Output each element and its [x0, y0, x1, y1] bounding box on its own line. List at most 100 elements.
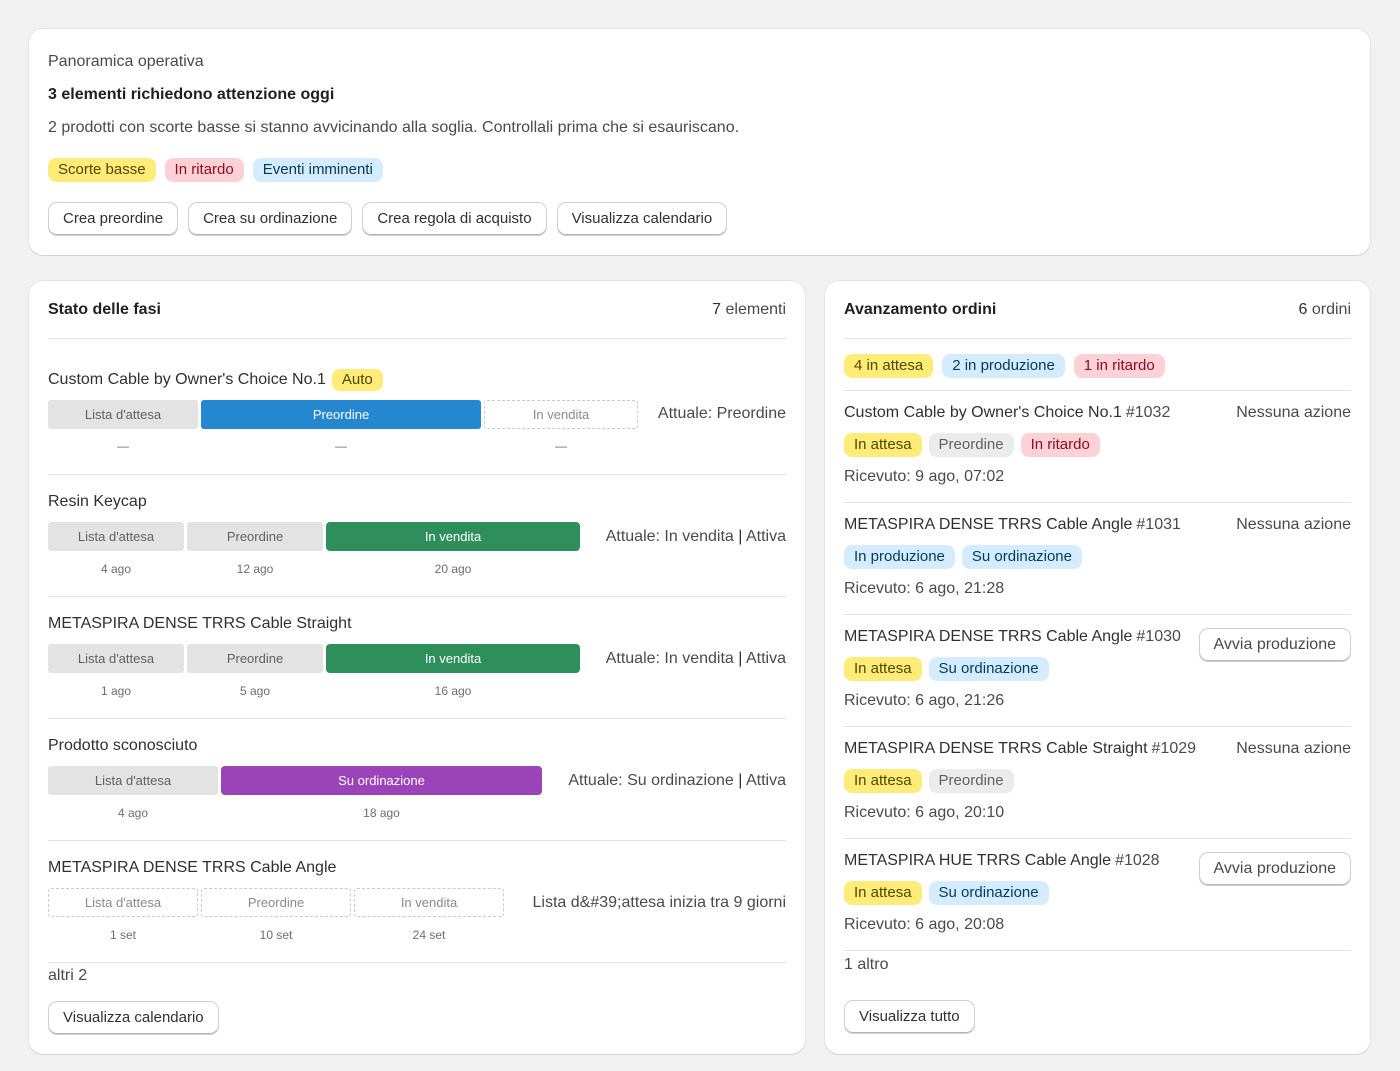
- phase-dates: 1 set 10 set 24 set: [48, 928, 504, 944]
- date-preorder: 10 set: [259, 928, 293, 942]
- order-tags: In attesa Preordine In ritardo: [844, 433, 1100, 457]
- order-title[interactable]: METASPIRA DENSE TRRS Cable Straight #1029: [844, 740, 1196, 758]
- phase-row: Resin Keycap Lista d'attesa Preordine In…: [48, 475, 786, 597]
- phase-dates: 4 ago 18 ago: [48, 806, 542, 822]
- overview-description: 2 prodotti con scorte basse si stanno av…: [48, 119, 740, 136]
- more-phases[interactable]: altri 2: [48, 967, 88, 984]
- order-product-name: METASPIRA DENSE TRRS Cable Straight: [844, 740, 1148, 757]
- status-badge: In attesa: [844, 433, 922, 457]
- type-badge: Preordine: [928, 433, 1014, 457]
- phase-row: Prodotto sconosciuto Lista d'attesa Su o…: [48, 719, 786, 841]
- overview-actions: Crea preordine Crea su ordinazione Crea …: [48, 202, 1351, 236]
- start-production-button[interactable]: Avvia produzione: [1198, 852, 1351, 886]
- phase-current: Attuale: In vendita | Attiva: [605, 650, 786, 667]
- create-preorder-button[interactable]: Crea preordine: [48, 202, 179, 236]
- order-product-name: Custom Cable by Owner's Choice No.1: [844, 404, 1122, 421]
- order-received: Ricevuto: 9 ago, 07:02: [844, 468, 1005, 485]
- late-summary-badge[interactable]: 1 in ritardo: [1073, 354, 1165, 378]
- phase-product-name: METASPIRA DENSE TRRS Cable Angle: [48, 859, 337, 876]
- phase-product-name: Custom Cable by Owner's Choice No.1: [48, 371, 326, 388]
- waiting-summary-badge[interactable]: 4 in attesa: [844, 354, 934, 378]
- late-badge[interactable]: In ritardo: [164, 158, 244, 182]
- segment-waitlist: Lista d'attesa: [48, 400, 198, 429]
- order-received: Ricevuto: 6 ago, 20:08: [844, 916, 1005, 933]
- date-preorder: —: [335, 439, 347, 453]
- order-title[interactable]: METASPIRA DENSE TRRS Cable Angle #1031: [844, 516, 1181, 534]
- phase-current: Lista d&#39;attesa inizia tra 9 giorni: [532, 894, 786, 911]
- phases-header: Stato delle fasi 7 elementi: [48, 281, 786, 339]
- phase-timeline: Lista d'attesa Preordine In vendita: [48, 522, 580, 551]
- orders-title: Avanzamento ordini: [844, 300, 997, 318]
- phase-dates: 1 ago 5 ago 16 ago: [48, 684, 580, 700]
- phase-timeline: Lista d'attesa Preordine In vendita: [48, 400, 638, 429]
- orders-header: Avanzamento ordini 6 ordini: [844, 281, 1351, 339]
- order-received: Ricevuto: 6 ago, 21:28: [844, 580, 1005, 597]
- phase-status: Attiva: [745, 772, 786, 789]
- order-number: #1029: [1151, 740, 1197, 757]
- type-badge: Su ordinazione: [928, 881, 1049, 905]
- order-number: #1030: [1136, 628, 1181, 645]
- more-orders[interactable]: 1 altro: [844, 950, 1351, 1000]
- date-preorder: 12 ago: [236, 562, 274, 576]
- order-number: #1031: [1136, 516, 1181, 533]
- upcoming-events-badge[interactable]: Eventi imminenti: [252, 158, 383, 182]
- date-on-sale: —: [555, 439, 567, 453]
- order-tags: In attesa Su ordinazione: [844, 657, 1049, 681]
- order-row: METASPIRA DENSE TRRS Cable Straight #1029…: [844, 726, 1351, 838]
- order-received: Ricevuto: 6 ago, 20:10: [844, 804, 1005, 821]
- date-preorder: 5 ago: [239, 684, 271, 698]
- start-production-button[interactable]: Avvia produzione: [1198, 628, 1351, 662]
- phase-current: Attuale: In vendita | Attiva: [605, 528, 786, 545]
- order-title[interactable]: METASPIRA HUE TRRS Cable Angle #1028: [844, 852, 1160, 870]
- phase-current: Attuale: Su ordinazione | Attiva: [568, 772, 786, 789]
- order-title[interactable]: METASPIRA DENSE TRRS Cable Angle #1030: [844, 628, 1181, 646]
- segment-on-sale: In vendita: [326, 522, 580, 551]
- phase-product-name: METASPIRA DENSE TRRS Cable Straight: [48, 615, 352, 632]
- segment-preorder: Preordine: [201, 888, 351, 917]
- order-product-name: METASPIRA HUE TRRS Cable Angle: [844, 852, 1112, 869]
- date-waitlist: 4 ago: [117, 806, 149, 820]
- production-summary-badge[interactable]: 2 in produzione: [942, 354, 1065, 378]
- phase-dates: 4 ago 12 ago 20 ago: [48, 562, 580, 578]
- no-action-text: Nessuna azione: [1236, 404, 1351, 421]
- segment-waitlist: Lista d'attesa: [48, 644, 184, 673]
- no-action-text: Nessuna azione: [1236, 516, 1351, 533]
- phase-timeline: Lista d'attesa Preordine In vendita: [48, 888, 504, 917]
- order-tags: In attesa Preordine: [844, 769, 1014, 793]
- type-badge: Su ordinazione: [961, 545, 1082, 569]
- status-badge: In produzione: [844, 545, 955, 569]
- order-number: #1028: [1115, 852, 1160, 869]
- order-number: #1032: [1125, 404, 1171, 421]
- date-waitlist: 4 ago: [100, 562, 132, 576]
- date-on-sale: 20 ago: [434, 562, 472, 576]
- phase-current: Attuale: Preordine: [657, 405, 786, 422]
- create-purchase-rule-button[interactable]: Crea regola di acquisto: [362, 202, 547, 236]
- low-stock-badge[interactable]: Scorte basse: [48, 158, 156, 182]
- view-calendar-button[interactable]: Visualizza calendario: [48, 1001, 219, 1035]
- order-product-name: METASPIRA DENSE TRRS Cable Angle: [844, 516, 1133, 533]
- view-all-button[interactable]: Visualizza tutto: [844, 1000, 975, 1034]
- date-waitlist: 1 ago: [100, 684, 132, 698]
- overview-headline: 3 elementi richiedono attenzione oggi: [48, 86, 335, 103]
- order-title[interactable]: Custom Cable by Owner's Choice No.1 #1032: [844, 404, 1170, 422]
- date-waitlist: —: [117, 439, 129, 453]
- orders-card: Avanzamento ordini 6 ordini 4 in attesa …: [825, 281, 1370, 1054]
- segment-preorder: Preordine: [201, 400, 481, 429]
- phases-title: Stato delle fasi: [48, 300, 161, 318]
- order-row: METASPIRA DENSE TRRS Cable Angle #1031 Ne…: [844, 502, 1351, 614]
- order-row: METASPIRA HUE TRRS Cable Angle #1028 Avvi…: [844, 838, 1351, 950]
- phases-count: 7 elementi: [712, 300, 786, 318]
- view-calendar-button[interactable]: Visualizza calendario: [556, 202, 728, 236]
- no-action-text: Nessuna azione: [1236, 740, 1351, 757]
- segment-preorder: Preordine: [187, 522, 323, 551]
- segment-waitlist: Lista d'attesa: [48, 766, 218, 795]
- type-badge: Preordine: [928, 769, 1014, 793]
- order-tags: In attesa Su ordinazione: [844, 881, 1049, 905]
- date-on-sale: 24 set: [412, 928, 446, 942]
- late-badge: In ritardo: [1020, 433, 1100, 457]
- status-badge: In attesa: [844, 881, 922, 905]
- orders-summary: 4 in attesa 2 in produzione 1 in ritardo: [844, 354, 1351, 390]
- phase-dates: — — —: [48, 439, 638, 455]
- segment-waitlist: Lista d'attesa: [48, 888, 198, 917]
- create-made-to-order-button[interactable]: Crea su ordinazione: [188, 202, 353, 236]
